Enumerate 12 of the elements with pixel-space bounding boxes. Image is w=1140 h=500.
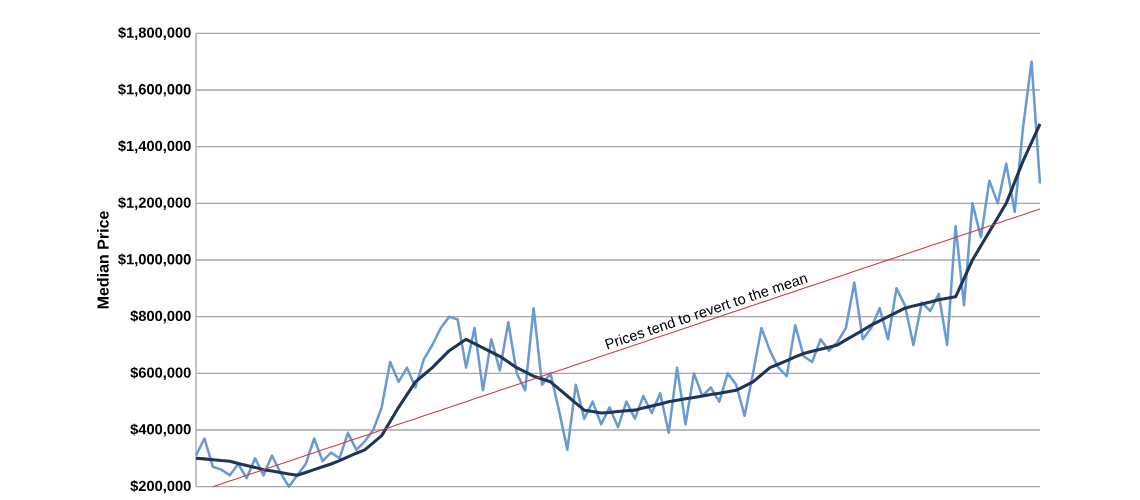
line-series xyxy=(194,60,1042,488)
y-tick-label: $1,800,000 xyxy=(118,26,191,40)
y-tick-label: $1,400,000 xyxy=(118,140,191,154)
y-tick-label: $1,000,000 xyxy=(118,253,191,267)
y-tick-label: $400,000 xyxy=(130,423,191,437)
y-tick-label: $600,000 xyxy=(130,366,191,380)
y-tick-label: $800,000 xyxy=(130,310,191,324)
annotation: Prices tend to revert to the mean xyxy=(604,275,808,350)
y-tick-label: $1,600,000 xyxy=(118,83,191,97)
y-tick-label: $1,200,000 xyxy=(118,196,191,210)
y-tick-label: $200,000 xyxy=(130,480,191,494)
y-axis-title: Median Price xyxy=(97,211,109,309)
